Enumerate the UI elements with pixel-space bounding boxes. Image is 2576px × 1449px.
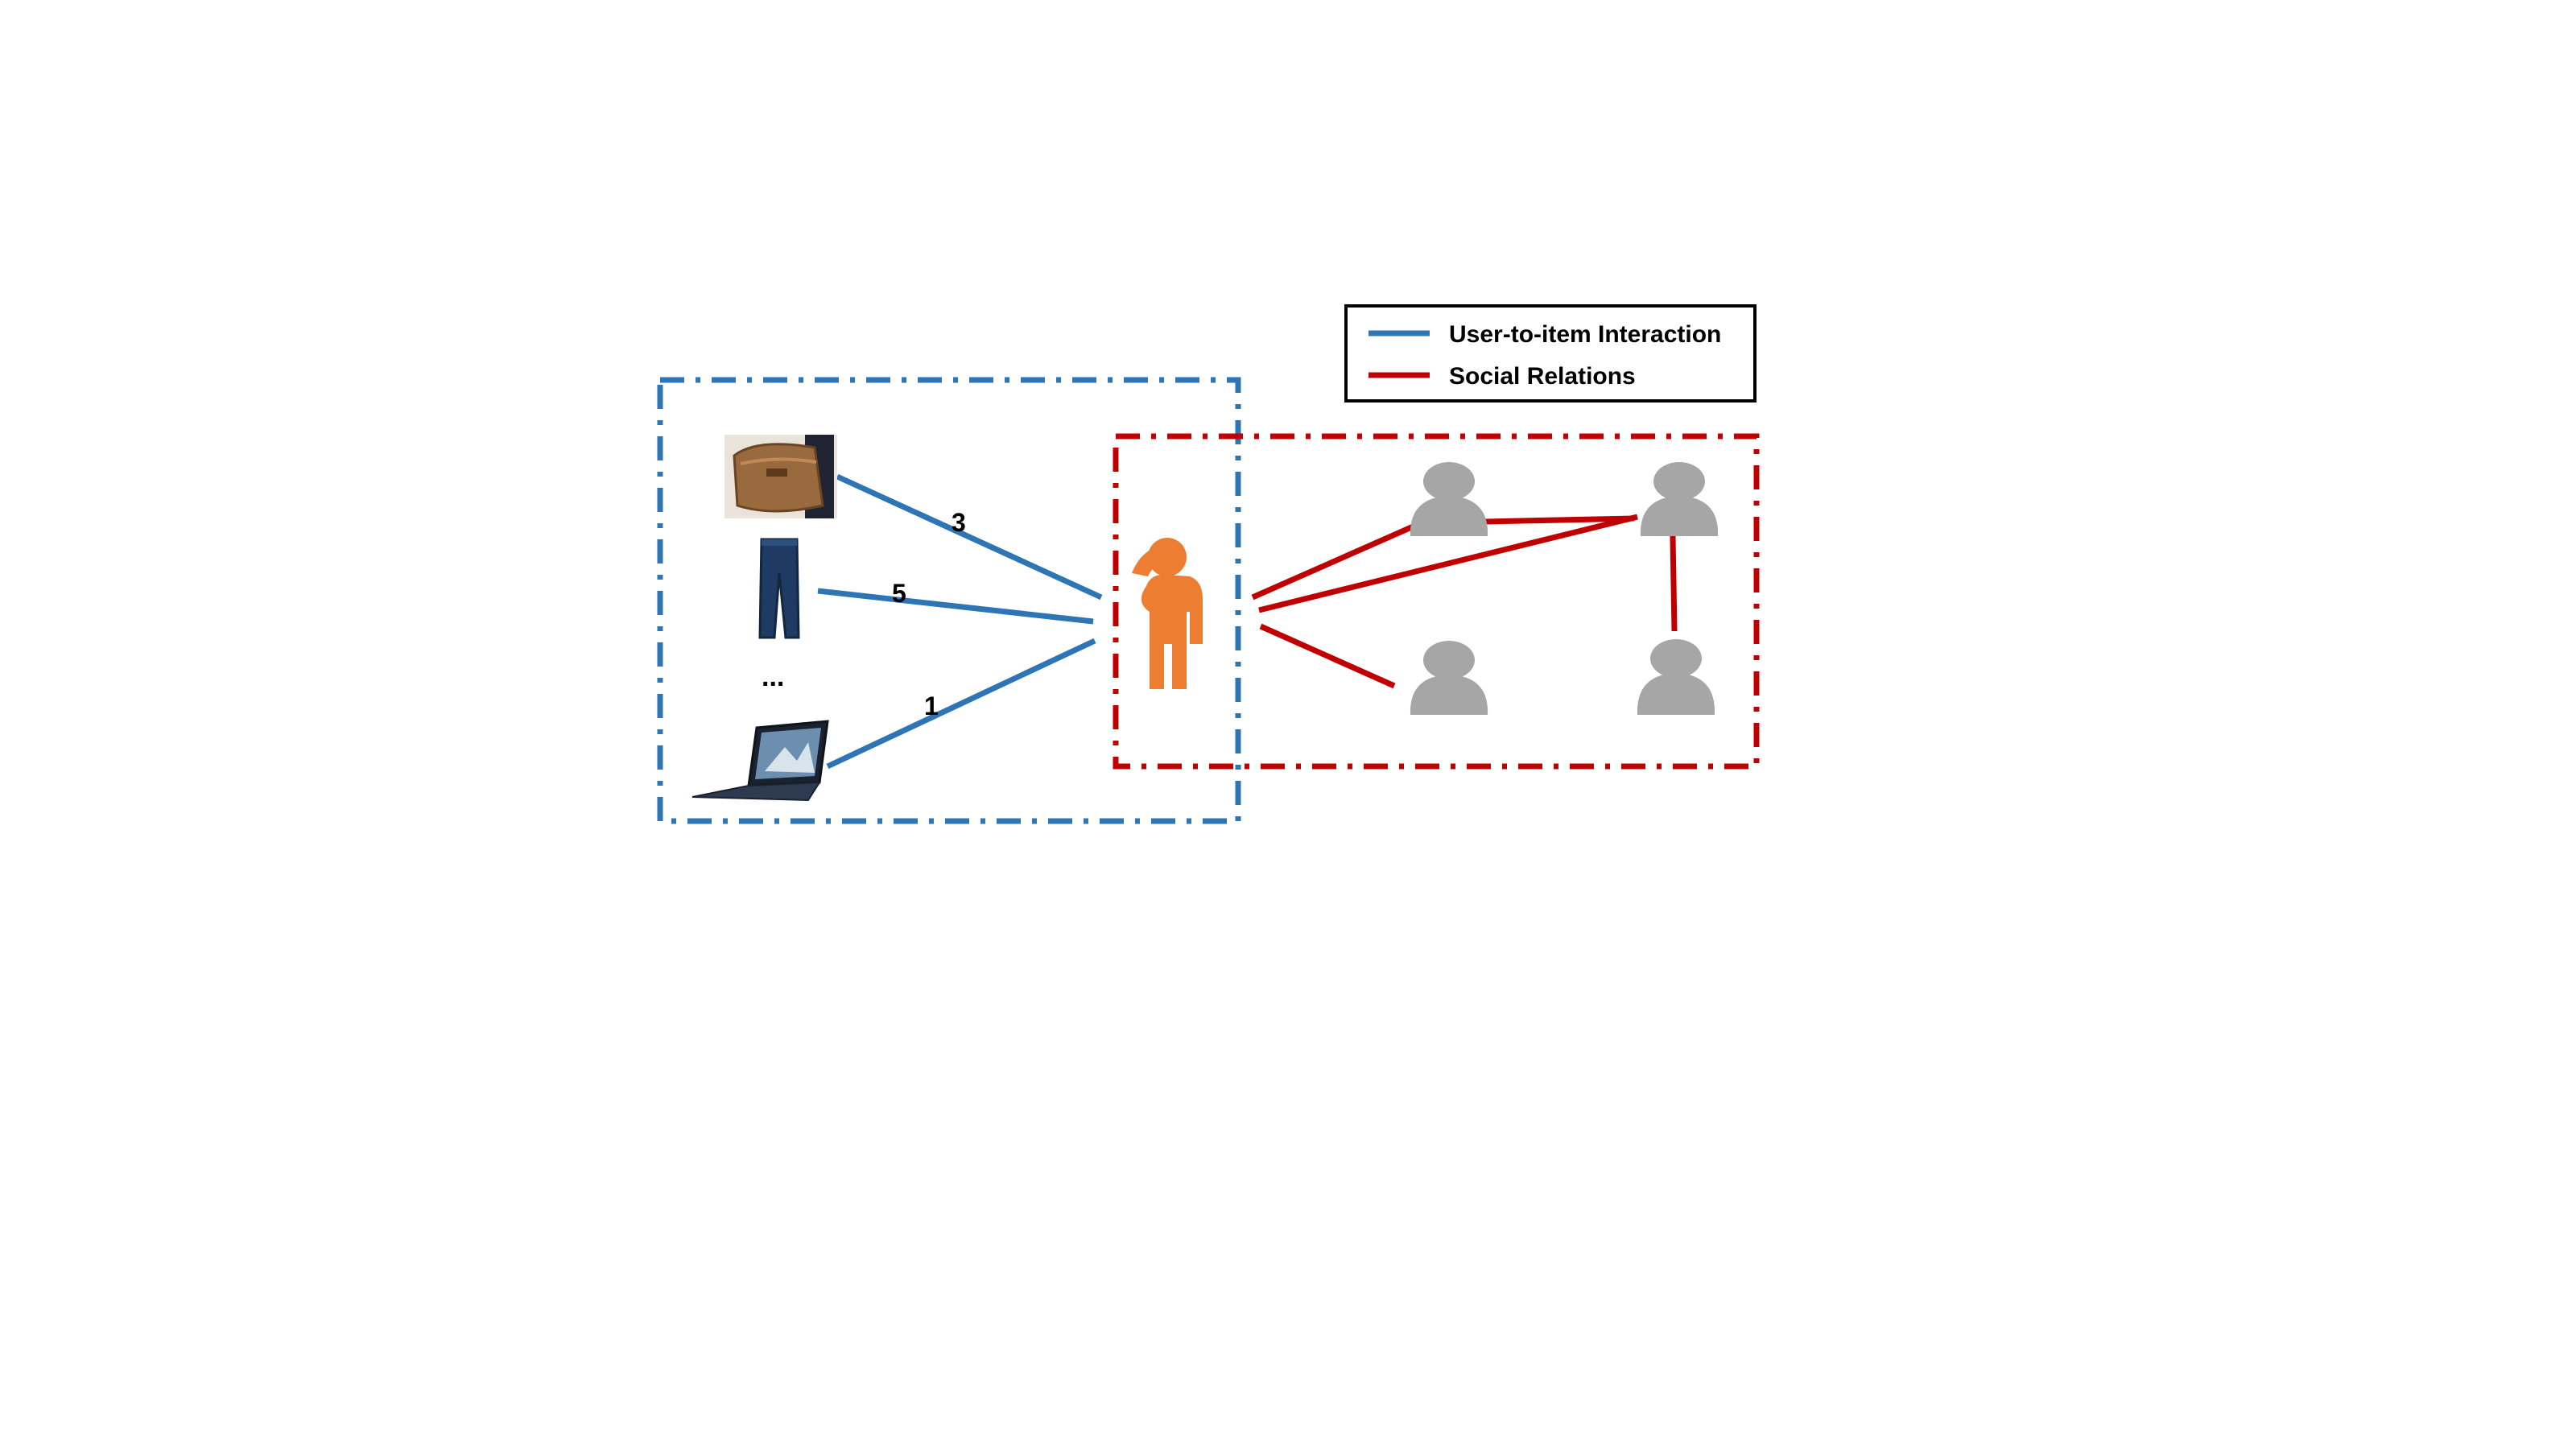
edge-user-friend1 (1251, 522, 1418, 601)
items-panel-frame (657, 377, 1241, 824)
social-panel-frame (1113, 433, 1760, 770)
legend-frame (1344, 304, 1757, 402)
rating-laptop: 1 (924, 691, 939, 720)
jeans-item-image (758, 538, 800, 639)
edge-user-friend3 (1259, 623, 1396, 689)
rating-bag: 3 (952, 508, 966, 537)
rating-jeans: 5 (892, 579, 906, 608)
legend: User-to-item Interaction Social Relation… (1344, 304, 1757, 402)
interaction-edges (817, 473, 1103, 770)
items-ellipsis: ... (762, 662, 784, 692)
edge-laptop-user (826, 638, 1096, 770)
legend-label-social: Social Relations (1449, 363, 1636, 390)
center-user-icon (1132, 538, 1203, 689)
edge-user-friend2 (1258, 514, 1638, 613)
edge-friend1-friend2 (1484, 515, 1635, 525)
social-edges (1251, 514, 1678, 689)
edge-jeans-user (817, 588, 1094, 625)
bag-item-image (724, 435, 837, 518)
friend-icon-3 (1410, 641, 1488, 715)
edge-bag-user (836, 473, 1103, 601)
friend-icon-2 (1640, 462, 1719, 536)
laptop-item-image (691, 720, 829, 802)
friend-icon-1 (1410, 462, 1488, 536)
friend-icon-4 (1637, 639, 1715, 715)
legend-label-interaction: User-to-item Interaction (1449, 321, 1721, 348)
edge-friend2-friend4 (1670, 535, 1678, 632)
